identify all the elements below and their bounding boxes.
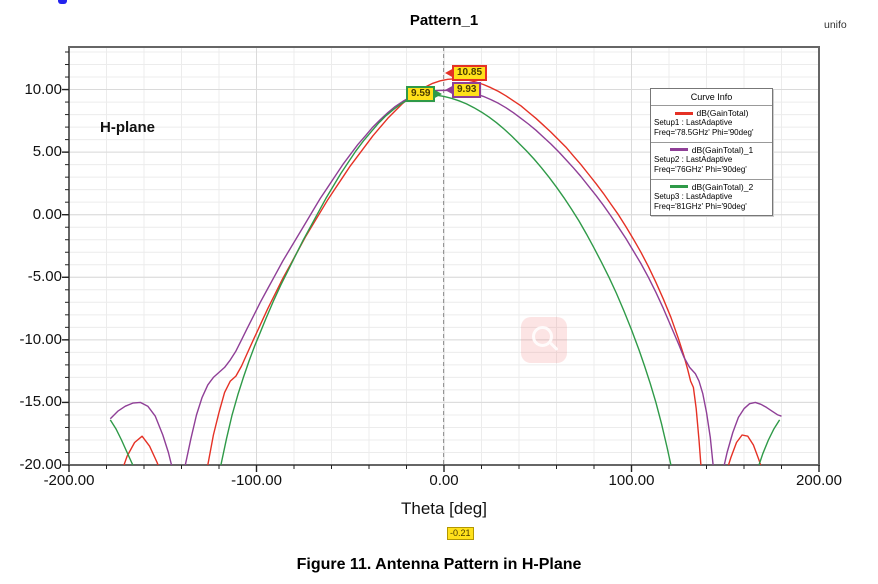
marker-arrow-icon — [445, 85, 454, 95]
legend-series-name: dB(GainTotal)_1 — [691, 144, 754, 155]
y-tick-label: 10.00 — [24, 80, 62, 98]
curve-color-swatch-red — [674, 111, 693, 115]
zoom-overlay-button[interactable] — [521, 317, 567, 363]
legend-setup-line: Setup1 : LastAdaptive — [654, 118, 733, 127]
x-axis-title: Theta [deg] — [400, 499, 487, 518]
legend-setup-line: Setup2 : LastAdaptive — [654, 154, 733, 164]
curve-color-swatch-purple — [669, 148, 688, 152]
legend: Curve Info dB(GainTotal) Setup1 : LastAd… — [650, 88, 773, 217]
legend-entry: dB(GainTotal)_1 Setup2 : LastAdaptive Fr… — [651, 143, 772, 180]
legend-title: Curve Info — [651, 89, 772, 106]
clipped-link-fragment — [58, 0, 67, 4]
legend-freq-line: Freq='78.5GHz' Phi='90deg' — [654, 128, 754, 138]
magnifier-handle-icon — [549, 341, 559, 352]
x-tick-label: 100.00 — [608, 472, 655, 489]
y-tick-label: 0.00 — [32, 205, 62, 223]
x-tick-label: -200.00 — [43, 472, 95, 489]
y-tick-label: -5.00 — [27, 268, 62, 286]
legend-freq-line: Freq='76GHz' Phi='90deg' — [654, 165, 747, 175]
x-tick-label: -100.00 — [231, 472, 282, 489]
y-tick-label: -10.00 — [19, 330, 62, 348]
marker-arrow-icon — [445, 68, 454, 78]
legend-setup-line: Setup3 : LastAdaptive — [654, 191, 733, 201]
figure-caption: Figure 11. Antenna Pattern in H-Plane — [296, 556, 582, 573]
y-tick-label: -20.00 — [19, 456, 62, 473]
plane-annotation: H-plane — [100, 119, 156, 136]
y-tick-label: -15.00 — [19, 393, 62, 411]
legend-freq-line: Freq='81GHz' Phi='90deg' — [654, 201, 747, 211]
legend-entry: dB(GainTotal)_2 Setup3 : LastAdaptive Fr… — [651, 180, 772, 216]
y-tick-label: 5.00 — [32, 143, 62, 161]
peak-marker-green: 9.59 — [406, 86, 443, 102]
x-tick-label: 200.00 — [796, 472, 842, 489]
peak-marker-purple: 9.93 — [445, 82, 482, 98]
magnifier-icon — [532, 326, 553, 347]
x-tick-label: 0.00 — [429, 472, 459, 489]
chart-title: Pattern_1 — [409, 12, 479, 29]
theta-cursor-badge: -0.21 — [447, 527, 474, 540]
marker-arrow-icon — [433, 89, 443, 99]
legend-series-name: dB(GainTotal)_2 — [691, 181, 754, 192]
curve-color-swatch-green — [669, 185, 688, 189]
legend-series-name: dB(GainTotal) — [696, 108, 749, 118]
corner-text-unifo: unifo — [824, 19, 847, 31]
legend-entry: dB(GainTotal) Setup1 : LastAdaptive Freq… — [651, 106, 772, 143]
peak-marker-red: 10.85 — [445, 65, 488, 81]
